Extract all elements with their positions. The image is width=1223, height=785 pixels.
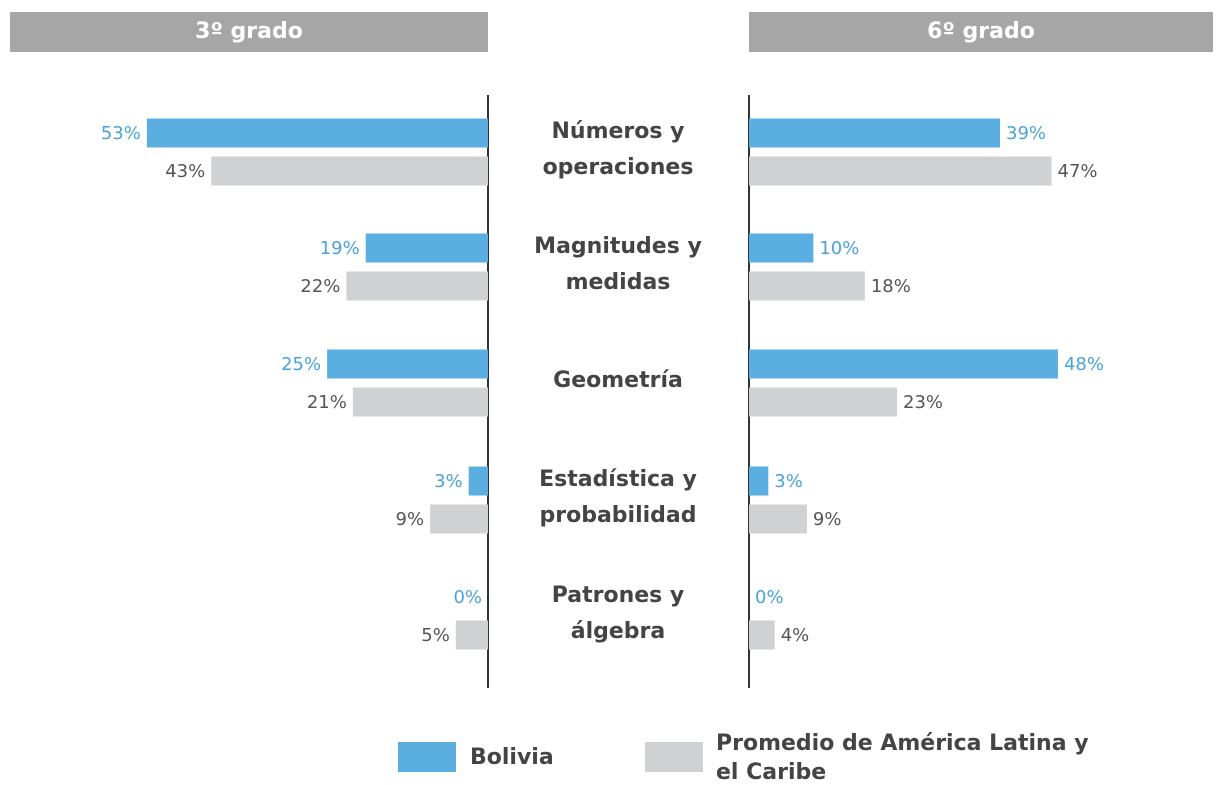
bar [352,387,488,417]
value-label: 0% [755,587,784,608]
category-label: Geometría [553,368,683,393]
value-label: 5% [421,625,450,646]
value-label: 9% [396,509,425,530]
value-label: 18% [871,276,911,297]
legend-swatch [398,742,456,772]
legend-label: Bolivia [470,745,554,770]
value-label: 25% [281,354,321,375]
category-label: Estadística y probabilidad [539,467,697,528]
value-label: 22% [300,276,340,297]
value-label: 4% [781,625,810,646]
chart-title: 6º grado [927,19,1035,44]
bar [455,620,488,650]
category-label: Números y operaciones [542,119,694,180]
bar [430,504,488,534]
chart-title: 3º grado [195,19,303,44]
bar [749,620,775,650]
bar [749,156,1052,186]
value-label: 19% [320,238,360,259]
legend-swatch [645,742,703,772]
category-label: Patrones y álgebra [551,583,685,644]
bar [365,233,488,263]
bar [327,349,488,379]
bar [749,118,1001,148]
value-label: 3% [774,471,803,492]
value-label: 10% [819,238,859,259]
category-label: Magnitudes y medidas [534,234,702,295]
header-bar [10,12,488,52]
value-label: 21% [307,392,347,413]
value-label: 48% [1064,354,1104,375]
value-label: 53% [101,123,141,144]
header-bar [749,12,1213,52]
bar [211,156,488,186]
value-label: 3% [434,471,463,492]
bar [749,387,898,417]
bar [468,466,488,496]
value-label: 47% [1058,161,1098,182]
value-label: 39% [1006,123,1046,144]
bar [346,271,488,301]
value-label: 0% [453,587,482,608]
bar [749,349,1058,379]
bar [749,504,807,534]
bar [749,466,769,496]
value-label: 9% [813,509,842,530]
bar [749,271,865,301]
bar [749,233,814,263]
bar [146,118,488,148]
value-label: 23% [903,392,943,413]
value-label: 43% [165,161,205,182]
legend-label: Promedio de América Latina y el Caribe [716,731,1089,785]
